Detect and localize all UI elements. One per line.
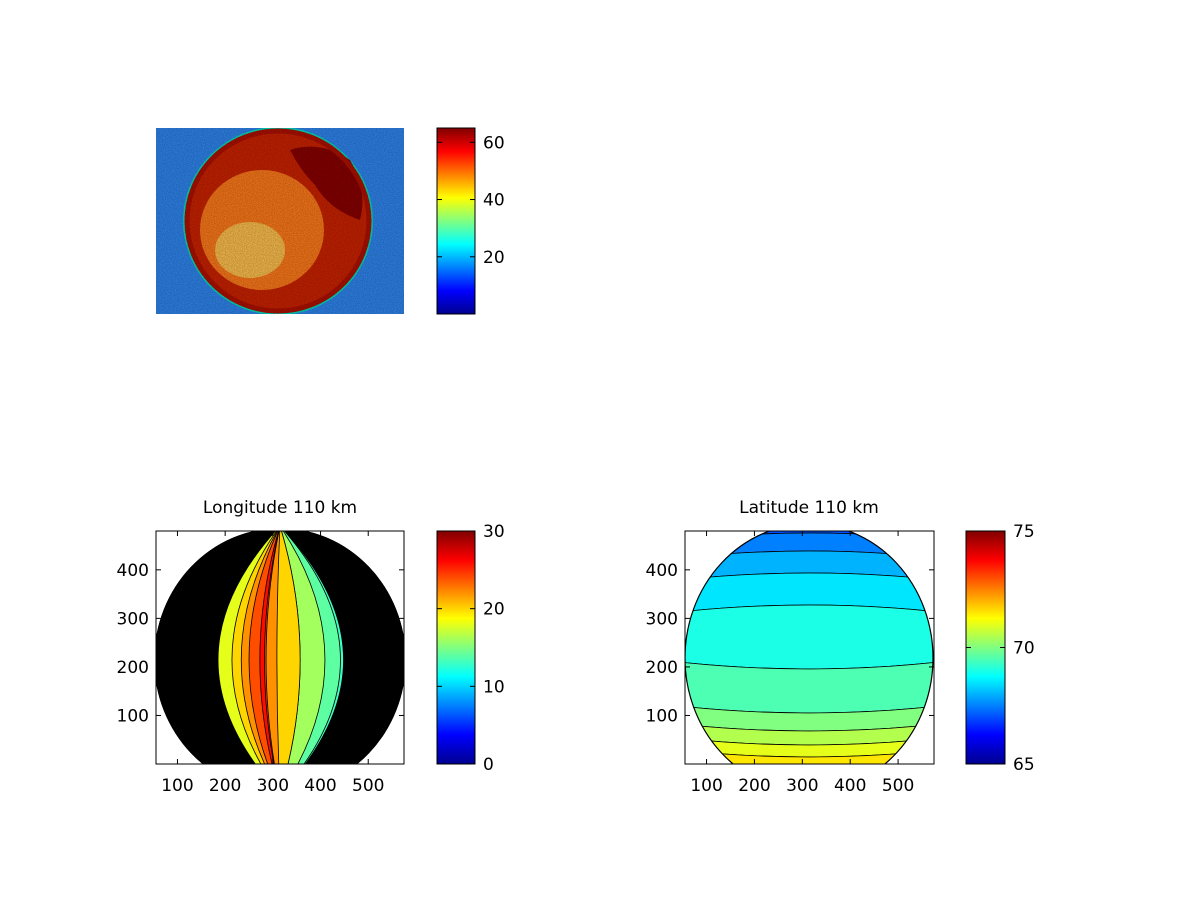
latitude-colorbar: 65 70 75 (965, 522, 1035, 775)
longitude-contour-band (259, 531, 280, 764)
latitude-y-tick-label: 400 (646, 561, 678, 581)
latitude-contour-band (685, 604, 934, 670)
latitude-y-ticks: 100 200 300 400 (646, 561, 934, 726)
raw-image-colorbar-gradient (436, 127, 476, 315)
latitude-disk-mask (685, 531, 934, 764)
longitude-colorbar-gradient (436, 530, 476, 765)
longitude-x-tick-label: 100 (161, 776, 193, 796)
longitude-colorbar-tick-label: 0 (483, 755, 494, 775)
longitude-x-tick-label: 300 (257, 776, 289, 796)
latitude-x-tick-label: 200 (738, 776, 770, 796)
raw-image-panel: 20 40 60 (156, 127, 505, 315)
latitude-y-tick-label: 300 (646, 609, 678, 629)
raw-image-colorbar-tick-label: 20 (483, 248, 505, 268)
longitude-panel: Longitude 110 km 100 200 300 400 500 1002003… (117, 498, 505, 796)
latitude-x-tick-label: 100 (690, 776, 722, 796)
latitude-colorbar-tick-label: 70 (1013, 639, 1035, 659)
longitude-contour-bands (156, 531, 404, 764)
latitude-x-tick-label: 300 (786, 776, 818, 796)
longitude-y-tick-label: 200 (117, 658, 149, 678)
latitude-y-tick-label: 100 (646, 706, 678, 726)
latitude-axes-frame (684, 530, 935, 765)
longitude-axes-frame (155, 530, 405, 765)
longitude-x-ticks: 100 200 300 400 500 (161, 531, 384, 796)
latitude-contour-band (685, 750, 934, 764)
latitude-panel: Latitude 110 km 100 200 300 400 500 100 200 30… (646, 498, 1035, 796)
longitude-colorbar-tick-label: 10 (483, 677, 505, 697)
latitude-disk-edge (685, 531, 934, 764)
latitude-contour-band (685, 662, 934, 714)
latitude-x-ticks: 100 200 300 400 500 (690, 531, 914, 796)
raw-image-colorbar: 20 40 60 (436, 127, 505, 315)
longitude-x-tick-label: 400 (304, 776, 336, 796)
longitude-x-tick-label: 500 (352, 776, 384, 796)
latitude-title: Latitude 110 km (739, 498, 879, 518)
longitude-colorbar-tick-label: 20 (483, 600, 505, 620)
longitude-disk-mask (156, 531, 404, 764)
raw-image-plot (156, 128, 404, 314)
longitude-title: Longitude 110 km (203, 498, 357, 518)
longitude-colorbar-tick-label: 30 (483, 522, 505, 542)
longitude-y-ticks: 100 200 300 400 (117, 561, 404, 726)
longitude-y-tick-label: 300 (117, 609, 149, 629)
latitude-contour-bands (685, 531, 934, 764)
latitude-colorbar-tick-label: 65 (1013, 755, 1035, 775)
longitude-y-tick-label: 100 (117, 706, 149, 726)
raw-image-colorbar-tick-label: 60 (483, 133, 505, 153)
raw-image-colorbar-tick-label: 40 (483, 191, 505, 211)
latitude-x-tick-label: 500 (882, 776, 914, 796)
latitude-colorbar-tick-label: 75 (1013, 522, 1035, 542)
raw-image-noise (156, 128, 404, 314)
longitude-colorbar: 0 10 20 30 (436, 522, 505, 775)
longitude-x-tick-label: 200 (209, 776, 241, 796)
latitude-y-tick-label: 200 (646, 658, 678, 678)
longitude-y-tick-label: 400 (117, 561, 149, 581)
latitude-colorbar-gradient (965, 530, 1006, 765)
latitude-x-tick-label: 400 (834, 776, 866, 796)
